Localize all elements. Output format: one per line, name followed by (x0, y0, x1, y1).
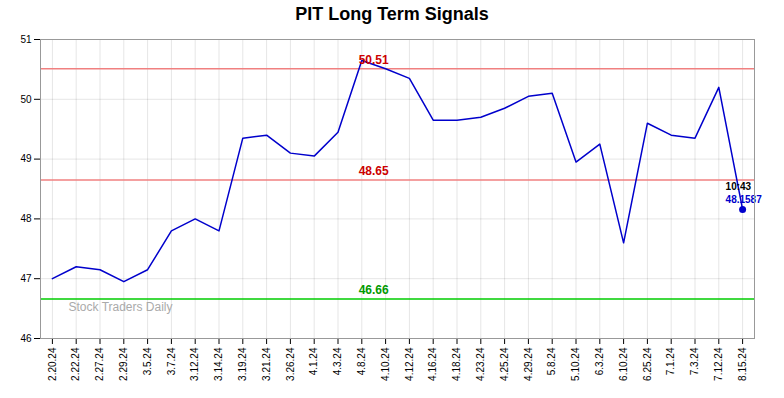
svg-text:4.10.24: 4.10.24 (380, 347, 391, 381)
svg-text:3.19.24: 3.19.24 (237, 347, 248, 381)
svg-text:6.25.24: 6.25.24 (642, 347, 653, 381)
svg-text:4.3.24: 4.3.24 (332, 347, 343, 375)
svg-text:2.27.24: 2.27.24 (94, 347, 105, 381)
svg-text:6.3.24: 6.3.24 (594, 347, 605, 375)
svg-text:3.14.24: 3.14.24 (213, 347, 224, 381)
svg-text:7.1.24: 7.1.24 (665, 347, 676, 375)
svg-text:50: 50 (20, 94, 32, 105)
svg-text:4.16.24: 4.16.24 (427, 347, 438, 381)
svg-text:51: 51 (20, 34, 32, 45)
svg-text:5.8.24: 5.8.24 (546, 347, 557, 375)
svg-text:8.15.24: 8.15.24 (737, 347, 748, 381)
svg-text:Stock Traders Daily: Stock Traders Daily (69, 300, 173, 314)
svg-text:3.5.24: 3.5.24 (142, 347, 153, 375)
svg-text:3.7.24: 3.7.24 (166, 347, 177, 375)
svg-text:47: 47 (20, 273, 32, 284)
svg-text:3.12.24: 3.12.24 (189, 347, 200, 381)
svg-text:4.29.24: 4.29.24 (523, 347, 534, 381)
svg-text:3.21.24: 3.21.24 (261, 347, 272, 381)
svg-text:48.65: 48.65 (359, 164, 389, 178)
svg-text:49: 49 (20, 153, 32, 164)
svg-text:7.12.24: 7.12.24 (713, 347, 724, 381)
svg-text:46.66: 46.66 (359, 283, 389, 297)
svg-text:4.1.24: 4.1.24 (308, 347, 319, 375)
svg-text:6.10.24: 6.10.24 (618, 347, 629, 381)
svg-text:7.3.24: 7.3.24 (689, 347, 700, 375)
svg-text:4.23.24: 4.23.24 (475, 347, 486, 381)
svg-text:48.1587: 48.1587 (726, 194, 763, 205)
svg-text:2.29.24: 2.29.24 (118, 347, 129, 381)
svg-text:10:43: 10:43 (726, 181, 752, 192)
svg-text:4.12.24: 4.12.24 (404, 347, 415, 381)
svg-text:4.8.24: 4.8.24 (356, 347, 367, 375)
html-text:PIT Long Term Signals: PIT Long Term Signals (295, 4, 489, 24)
svg-text:4.18.24: 4.18.24 (451, 347, 462, 381)
svg-text:4.25.24: 4.25.24 (499, 347, 510, 381)
svg-text:48: 48 (20, 213, 32, 224)
svg-text:3.26.24: 3.26.24 (285, 347, 296, 381)
svg-text:2.20.24: 2.20.24 (47, 347, 58, 381)
svg-text:46: 46 (20, 333, 32, 344)
svg-text:2.22.24: 2.22.24 (70, 347, 81, 381)
svg-text:50.51: 50.51 (359, 53, 389, 67)
svg-text:5.10.24: 5.10.24 (570, 347, 581, 381)
